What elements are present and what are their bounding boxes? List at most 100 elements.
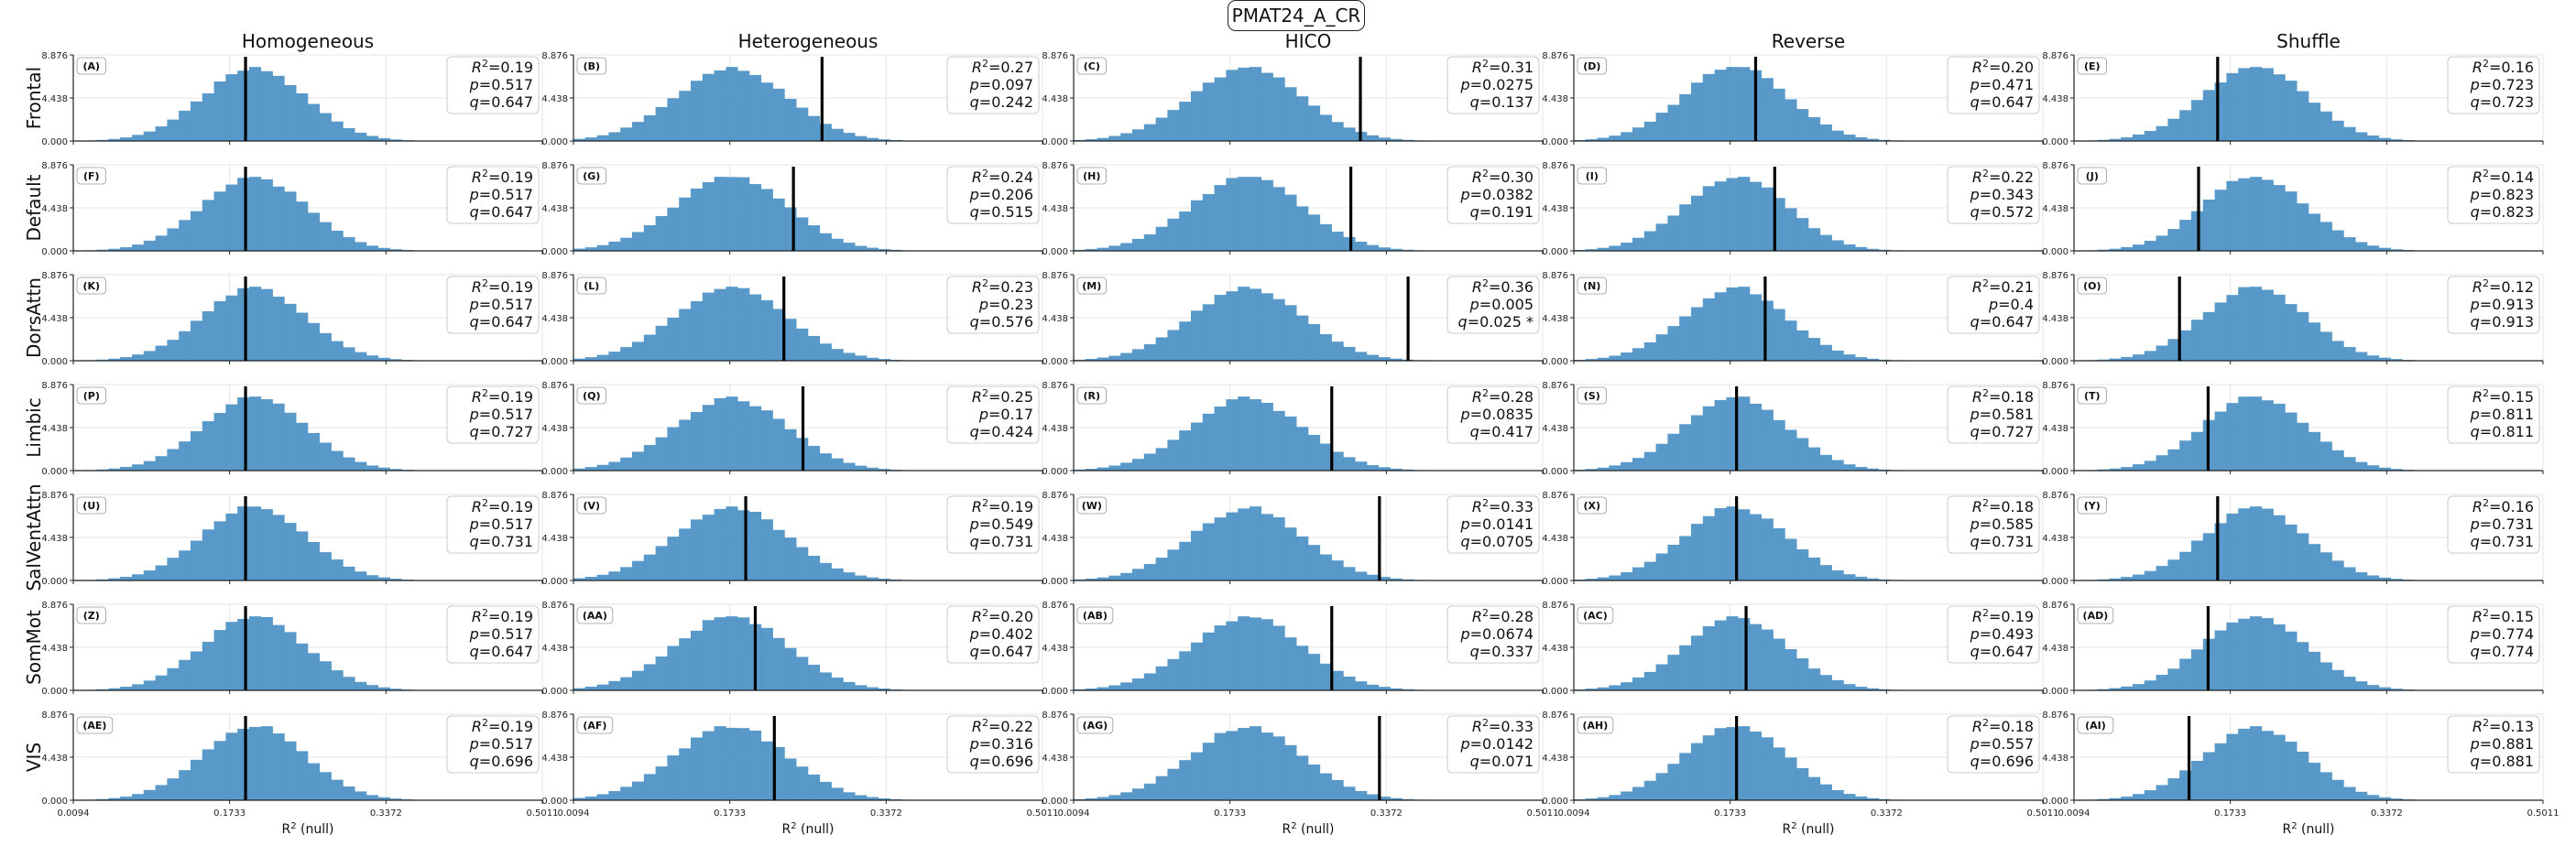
- panel-label-box: [576, 716, 614, 734]
- histogram-bar: [1132, 238, 1145, 251]
- stats-box: [1947, 276, 2040, 334]
- histogram-bar: [1179, 430, 1192, 471]
- y-tick-label: 0.000: [41, 467, 68, 477]
- histogram-bar: [573, 688, 586, 690]
- histogram-bar: [655, 546, 668, 580]
- y-tick-label: 4.438: [541, 204, 568, 214]
- histogram-bar: [760, 741, 773, 800]
- histogram-bar: [2179, 220, 2192, 251]
- y-tick-label: 0.000: [41, 797, 68, 807]
- histogram-bar: [1355, 790, 1368, 800]
- stats-p: p=0.471: [1970, 76, 2034, 93]
- histogram-bar: [1585, 359, 1598, 361]
- histogram-bar: [855, 465, 868, 471]
- histogram-bar: [2285, 304, 2298, 361]
- histogram-bar: [691, 519, 704, 580]
- histogram-bar: [296, 643, 309, 690]
- histogram-bar: [2378, 577, 2391, 580]
- histogram-bar: [249, 177, 262, 251]
- histogram-bar: [737, 177, 750, 251]
- histogram-bar: [1750, 732, 1763, 800]
- y-tick-label: 4.438: [541, 94, 568, 104]
- histogram-bar: [2319, 331, 2332, 361]
- panel-label-box: [576, 386, 607, 405]
- y-tick-label: 0.000: [1542, 467, 1568, 477]
- x-tick-label: 0.3372: [2371, 808, 2403, 819]
- histogram-bar: [2331, 560, 2344, 580]
- histogram-bar: [702, 515, 715, 580]
- histogram-bar: [737, 287, 750, 361]
- histogram-bar: [143, 570, 156, 580]
- histogram-bar: [1296, 315, 1309, 361]
- histogram-bar: [1331, 231, 1344, 251]
- histogram-bar: [1750, 624, 1763, 690]
- histogram-bar: [1238, 287, 1250, 361]
- histogram-bar: [2179, 110, 2192, 141]
- histogram-bar: [2261, 289, 2274, 361]
- histogram-bar: [1738, 287, 1751, 361]
- histogram-bar: [1202, 413, 1215, 471]
- histogram-bar: [643, 664, 656, 690]
- histogram-bar: [2109, 358, 2122, 361]
- histogram-bar: [1808, 116, 1821, 141]
- histogram-bar: [366, 575, 379, 580]
- histogram-bar: [284, 412, 297, 471]
- histogram-bar: [2390, 249, 2403, 251]
- histogram-bar: [1097, 247, 1109, 251]
- x-tick-label: 0.3372: [870, 808, 902, 819]
- histogram-bar: [213, 741, 226, 800]
- x-tick-label: 0.1733: [2214, 808, 2246, 819]
- histogram-bar: [2297, 642, 2309, 690]
- histogram-bar: [1143, 783, 1156, 800]
- histogram-bar: [1214, 517, 1227, 580]
- histogram-bar: [1632, 786, 1645, 800]
- histogram-bar: [1108, 355, 1121, 361]
- stats-q: q=0.337: [1470, 643, 1534, 660]
- histogram-bar: [120, 137, 133, 141]
- panel-label: (G): [583, 170, 600, 182]
- histogram-bar: [308, 432, 321, 471]
- histogram-bar: [867, 797, 879, 800]
- histogram-bar: [1343, 346, 1356, 361]
- panel-label-box: [1577, 496, 1608, 515]
- y-tick-label: 0.000: [1542, 357, 1568, 367]
- histogram-bar: [726, 727, 738, 800]
- panel-label-box: [76, 167, 107, 185]
- stats-q: q=0.647: [1970, 93, 2034, 111]
- y-tick-label: 4.438: [1042, 534, 1068, 544]
- stats-p: p=0.723: [2470, 76, 2534, 93]
- histogram-bar: [2390, 579, 2403, 580]
- histogram-bar: [1214, 407, 1227, 471]
- stats-q: q=0.881: [2471, 753, 2534, 770]
- histogram-bar: [819, 672, 832, 690]
- x-tick-label: 0.1733: [1214, 808, 1246, 819]
- histogram-bar: [366, 136, 379, 141]
- panel-label-box: [1577, 386, 1608, 405]
- histogram-bar: [1226, 512, 1239, 580]
- histogram-bar: [2121, 577, 2134, 580]
- histogram-bar: [343, 566, 355, 580]
- histogram-bar: [655, 437, 668, 471]
- histogram-bar: [132, 684, 145, 690]
- panel-label: (O): [2083, 280, 2101, 292]
- histogram-bar: [2261, 400, 2274, 471]
- histogram-bar: [108, 578, 121, 580]
- histogram-bar: [1621, 352, 1633, 361]
- stats-box: [946, 385, 1040, 444]
- histogram-bar: [1167, 549, 1180, 580]
- histogram-bar: [2319, 441, 2332, 471]
- stats-r2: R2=0.23: [972, 277, 1033, 297]
- histogram-bar: [1726, 616, 1739, 690]
- histogram-bar: [1702, 186, 1715, 251]
- histogram-bar: [1855, 796, 1868, 800]
- panel-label-box: [1577, 716, 1614, 734]
- histogram-bar: [867, 687, 879, 690]
- histogram-bar: [319, 442, 332, 471]
- histogram-bar: [1632, 348, 1645, 361]
- histogram-bar: [1819, 344, 1832, 361]
- histogram-bar: [2144, 570, 2156, 580]
- histogram-bar: [2355, 352, 2368, 361]
- histogram-bar: [1702, 73, 1715, 141]
- histogram-bar: [2343, 457, 2356, 471]
- histogram-bar: [784, 428, 797, 471]
